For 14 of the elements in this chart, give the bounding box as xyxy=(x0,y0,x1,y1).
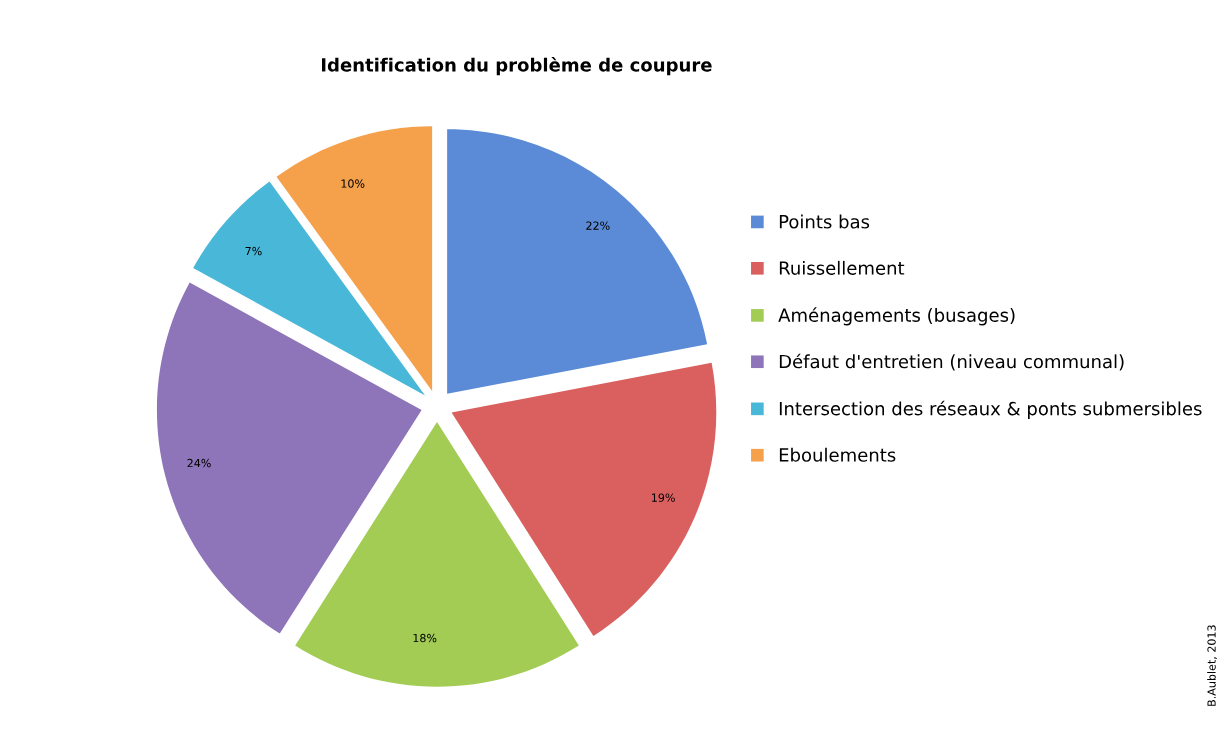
legend-label: Eboulements xyxy=(779,447,896,462)
legend-label: Points bas xyxy=(779,214,870,229)
data-label: 22% xyxy=(586,221,610,230)
chart-title: Identification du problème de coupure xyxy=(321,57,712,76)
data-label: 7% xyxy=(245,246,262,256)
data-label: 19% xyxy=(652,493,675,502)
data-label: 10% xyxy=(341,179,365,188)
legend-label: Intersection des réseaux & ponts submersibles xyxy=(779,400,1202,419)
data-label: 24% xyxy=(187,458,211,468)
legend-label: Ruissellement xyxy=(779,260,905,275)
text: B.Aublet, 2013 xyxy=(1207,625,1217,706)
legend-label: Aménagements (busages) xyxy=(778,307,1015,326)
legend-label: Défaut d'entretien (niveau communal) xyxy=(779,353,1124,371)
data-label: 18% xyxy=(413,633,437,643)
